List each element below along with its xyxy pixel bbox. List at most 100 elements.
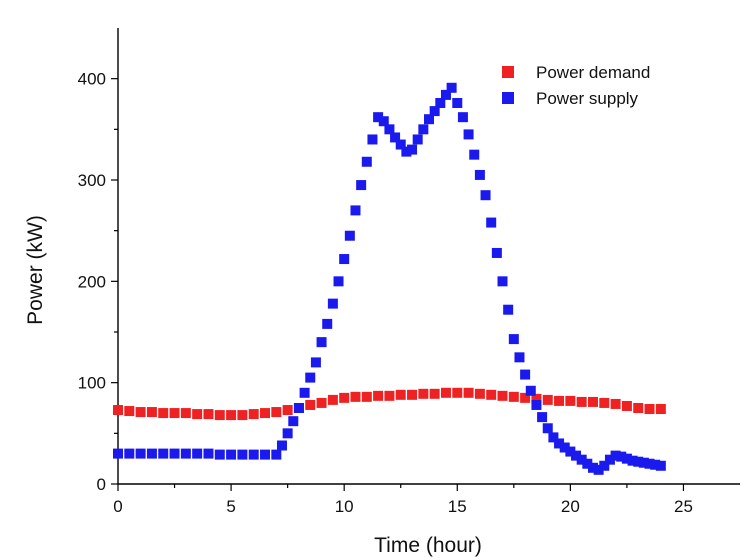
data-point xyxy=(327,394,338,405)
data-point xyxy=(469,149,480,160)
data-point xyxy=(124,406,135,417)
data-point xyxy=(537,412,548,423)
data-point xyxy=(146,448,157,459)
data-point xyxy=(621,453,632,464)
data-point xyxy=(610,450,621,461)
data-point xyxy=(339,254,350,265)
data-point xyxy=(565,446,576,457)
y-tick-label: 100 xyxy=(78,374,106,393)
data-point xyxy=(333,276,344,287)
data-point xyxy=(237,449,248,460)
data-point xyxy=(192,448,203,459)
data-point xyxy=(463,387,474,398)
data-point xyxy=(327,298,338,309)
data-point xyxy=(412,134,423,145)
data-point xyxy=(452,97,463,108)
data-point xyxy=(604,454,615,465)
data-point xyxy=(531,393,542,404)
data-point xyxy=(655,404,666,415)
data-point xyxy=(565,395,576,406)
data-point xyxy=(344,230,355,241)
x-tick-label: 20 xyxy=(561,497,580,516)
data-point xyxy=(373,390,384,401)
axes: 0 5 10 15 20 25 0 100 200 300 400 xyxy=(78,28,740,516)
data-point xyxy=(440,387,451,398)
legend-label: Power demand xyxy=(536,63,650,82)
data-point xyxy=(237,410,248,421)
data-point xyxy=(361,156,372,167)
data-point xyxy=(520,369,531,380)
data-point xyxy=(226,410,237,421)
data-point xyxy=(384,124,395,135)
data-point xyxy=(514,352,525,363)
data-point xyxy=(644,458,655,469)
data-point xyxy=(474,388,485,399)
data-point xyxy=(248,449,259,460)
legend-marker xyxy=(502,66,514,78)
data-point xyxy=(638,457,649,468)
data-point xyxy=(276,440,287,451)
data-point xyxy=(429,106,440,117)
data-point xyxy=(384,390,395,401)
data-point xyxy=(192,409,203,420)
data-point xyxy=(633,403,644,413)
data-point xyxy=(299,387,310,398)
x-tick-label: 10 xyxy=(335,497,354,516)
series-0 xyxy=(113,387,666,421)
data-point xyxy=(418,388,429,399)
data-point xyxy=(322,318,333,329)
data-point xyxy=(158,408,169,419)
data-point xyxy=(226,449,237,460)
data-point xyxy=(474,169,485,180)
data-point xyxy=(525,385,536,396)
data-point xyxy=(571,450,582,461)
data-point xyxy=(260,449,271,460)
x-tick-label: 25 xyxy=(674,497,693,516)
data-point xyxy=(542,394,553,405)
data-point xyxy=(633,456,644,467)
y-tick-label: 200 xyxy=(78,272,106,291)
data-point xyxy=(503,304,514,315)
data-point xyxy=(135,448,146,459)
legend-marker xyxy=(502,92,514,104)
data-point xyxy=(305,399,316,410)
data-point xyxy=(559,442,570,453)
data-point xyxy=(407,389,418,400)
data-point xyxy=(339,392,350,403)
data-point xyxy=(180,408,191,419)
series-1 xyxy=(113,82,666,475)
data-point xyxy=(610,398,621,409)
data-point xyxy=(356,180,367,191)
data-point xyxy=(599,397,610,408)
data-point xyxy=(616,451,627,462)
data-point xyxy=(655,460,666,471)
x-tick-label: 15 xyxy=(448,497,467,516)
data-point xyxy=(531,399,542,410)
data-point xyxy=(520,392,531,403)
data-point xyxy=(587,462,598,473)
y-tick-label: 300 xyxy=(78,171,106,190)
data-point xyxy=(599,460,610,471)
data-point xyxy=(621,400,632,411)
data-point xyxy=(452,387,463,398)
data-point xyxy=(203,409,214,420)
data-point xyxy=(260,408,271,419)
y-tick-label: 400 xyxy=(78,70,106,89)
data-point xyxy=(282,405,293,416)
data-point xyxy=(316,337,327,348)
series-layer xyxy=(113,82,666,475)
data-point xyxy=(203,448,214,459)
data-point xyxy=(158,448,169,459)
x-tick-label: 5 xyxy=(226,497,235,516)
data-point xyxy=(305,372,316,383)
data-point xyxy=(395,139,406,150)
data-point xyxy=(248,409,259,420)
data-point xyxy=(418,124,429,135)
data-point xyxy=(650,459,661,470)
data-point xyxy=(180,448,191,459)
data-point xyxy=(440,89,451,100)
data-point xyxy=(463,129,474,140)
y-axis-title: Power (kW) xyxy=(24,215,47,325)
data-point xyxy=(435,97,446,108)
